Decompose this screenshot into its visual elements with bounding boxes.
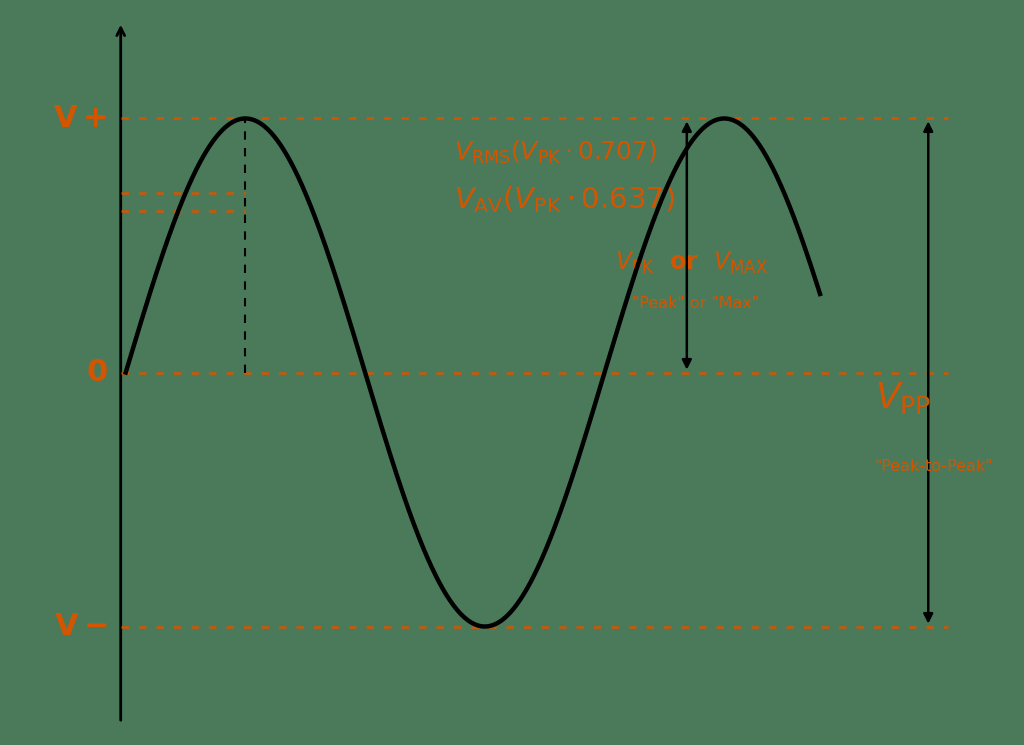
Text: $\bf{V-}$: $\bf{V-}$ xyxy=(53,612,108,641)
Text: $V_{\rm RMS}(V_{\rm PK} \cdot 0.707)$: $V_{\rm RMS}(V_{\rm PK} \cdot 0.707)$ xyxy=(454,139,656,166)
Text: $\bf{V+}$: $\bf{V+}$ xyxy=(53,104,108,133)
Text: $V_{\rm PK}$  or  $V_{\rm MAX}$: $V_{\rm PK}$ or $V_{\rm MAX}$ xyxy=(615,250,768,276)
Text: $V_{\rm AV}(V_{\rm PK} \cdot 0.637)$: $V_{\rm AV}(V_{\rm PK} \cdot 0.637)$ xyxy=(454,184,675,215)
Text: "Peak-to-Peak": "Peak-to-Peak" xyxy=(874,459,993,474)
Text: "Peak" or "Max": "Peak" or "Max" xyxy=(632,297,759,311)
Text: $\bf{0}$: $\bf{0}$ xyxy=(86,358,108,387)
Text: $V_{\rm PP}$: $V_{\rm PP}$ xyxy=(874,380,931,416)
